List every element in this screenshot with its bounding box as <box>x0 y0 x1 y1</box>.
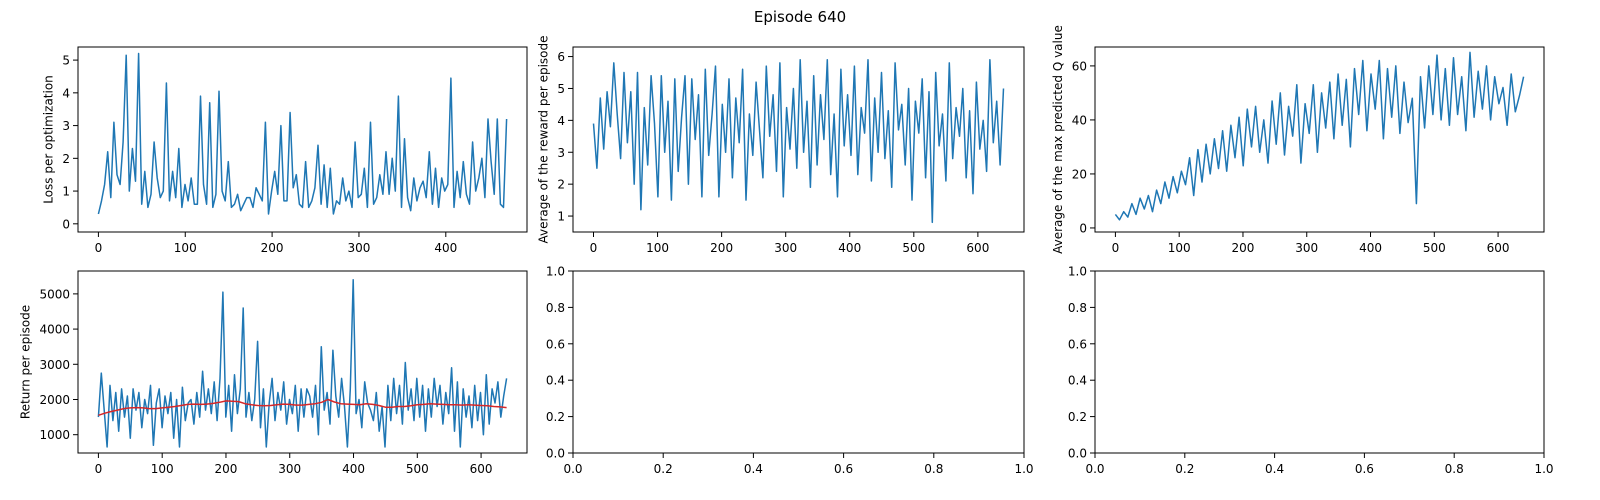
max-q-xtick-label: 200 <box>1232 241 1255 255</box>
subplot-avg-reward: 0 100 200 300 400 500 600 1 2 3 4 5 6 Average of the … <box>536 35 1025 255</box>
return-ytick-label: 2000 <box>39 393 70 407</box>
empty-2-ytick-label: 0.4 <box>1068 374 1087 388</box>
loss-xtick-label: 400 <box>434 241 457 255</box>
return-ytick-label: 5000 <box>39 287 70 301</box>
max-q-ytick-label: 0 <box>1079 221 1087 235</box>
empty-2-ytick-label: 0.0 <box>1068 447 1087 461</box>
empty-2-xtick-label: 1.0 <box>1534 462 1553 476</box>
empty-1-xtick-label: 0.0 <box>563 462 582 476</box>
return-ytick-label: 4000 <box>39 323 70 337</box>
subplot-max-q: 0 100 200 300 400 500 600 0 20 40 60 Average of the… <box>1051 25 1545 255</box>
subplot-loss: 0 100 200 300 400 0 1 2 3 4 5 Loss per optimization <box>41 46 528 255</box>
max-q-xtick-label: 400 <box>1359 241 1382 255</box>
loss-xtick-label: 200 <box>261 241 284 255</box>
avg-reward-xtick-label: 500 <box>902 241 925 255</box>
avg-reward-series-line-0 <box>592 59 1005 224</box>
loss-xtick-label: 100 <box>174 241 197 255</box>
loss-ytick-label: 2 <box>62 152 70 166</box>
empty-1-ytick-label: 0.2 <box>546 410 565 424</box>
return-xtick-label: 400 <box>342 462 365 476</box>
max-q-xtick-label: 0 <box>1112 241 1120 255</box>
return-axes-frame <box>77 270 528 454</box>
empty-2-ytick-label: 0.8 <box>1068 301 1087 315</box>
avg-reward-xtick-label: 100 <box>646 241 669 255</box>
avg-reward-xtick-label: 400 <box>838 241 861 255</box>
empty-1-axes-frame <box>572 270 1025 454</box>
avg-reward-xtick-label: 0 <box>590 241 598 255</box>
avg-reward-ytick-label: 6 <box>557 50 565 64</box>
return-xtick-label: 500 <box>406 462 429 476</box>
loss-ytick-label: 5 <box>62 54 70 68</box>
empty-1-ytick-label: 1.0 <box>546 265 565 279</box>
return-xtick-label: 200 <box>215 462 238 476</box>
empty-1-ytick-label: 0.8 <box>546 301 565 315</box>
max-q-xtick-label: 100 <box>1168 241 1191 255</box>
empty-2-axes-frame <box>1094 270 1545 454</box>
empty-2-xtick-label: 0.6 <box>1355 462 1374 476</box>
empty-2-xtick-label: 0.4 <box>1265 462 1284 476</box>
return-ytick-label: 1000 <box>39 428 70 442</box>
avg-reward-xtick-label: 300 <box>774 241 797 255</box>
max-q-axes-frame <box>1094 46 1545 233</box>
empty-1-xtick-label: 0.6 <box>834 462 853 476</box>
empty-1-ytick-label: 0.6 <box>546 337 565 351</box>
empty-2-xtick-label: 0.2 <box>1175 462 1194 476</box>
loss-xtick-label: 300 <box>347 241 370 255</box>
max-q-ytick-label: 60 <box>1072 59 1087 73</box>
subplot-empty-2: 0.0 0.2 0.4 0.6 0.8 1.0 0.0 0.2 0.4 0.6 0.8 1.0 <box>1068 265 1554 477</box>
max-q-ytick-label: 40 <box>1072 113 1087 127</box>
return-series-line-0 <box>97 279 508 448</box>
loss-ytick-label: 1 <box>62 185 70 199</box>
avg-reward-ytick-label: 4 <box>557 114 565 128</box>
empty-2-xtick-label: 0.8 <box>1445 462 1464 476</box>
max-q-series-line-0 <box>1114 51 1525 221</box>
max-q-xtick-label: 500 <box>1423 241 1446 255</box>
avg-reward-axes-frame <box>572 46 1025 233</box>
subplot-empty-1: 0.0 0.2 0.4 0.6 0.8 1.0 0.0 0.2 0.4 0.6 0.8 1.0 <box>546 265 1034 477</box>
subplot-return: 0 100 200 300 400 500 600 1000 2000 3000 4000 5000 R… <box>19 270 528 476</box>
loss-xtick-label: 0 <box>95 241 103 255</box>
max-q-ylabel: Average of the max predicted Q value <box>1051 25 1065 254</box>
return-xtick-label: 600 <box>470 462 493 476</box>
return-ytick-label: 3000 <box>39 358 70 372</box>
empty-1-ytick-label: 0.4 <box>546 374 565 388</box>
avg-reward-xtick-label: 200 <box>710 241 733 255</box>
avg-reward-ytick-label: 1 <box>557 210 565 224</box>
empty-2-xtick-label: 0.0 <box>1085 462 1104 476</box>
max-q-xtick-label: 600 <box>1487 241 1510 255</box>
avg-reward-ytick-label: 2 <box>557 178 565 192</box>
figure-title: Episode 640 <box>753 8 847 26</box>
return-xtick-label: 300 <box>278 462 301 476</box>
empty-2-ytick-label: 0.2 <box>1068 410 1087 424</box>
empty-1-ytick-label: 0.0 <box>546 447 565 461</box>
empty-1-xtick-label: 1.0 <box>1014 462 1033 476</box>
avg-reward-ytick-label: 5 <box>557 82 565 96</box>
return-series-line-1 <box>98 398 507 417</box>
return-xtick-label: 100 <box>151 462 174 476</box>
return-xtick-label: 0 <box>95 462 103 476</box>
avg-reward-ylabel: Average of the reward per episode <box>536 35 550 243</box>
empty-2-ytick-label: 1.0 <box>1068 265 1087 279</box>
loss-ylabel: Loss per optimization <box>41 75 55 204</box>
loss-series-line-0 <box>97 52 508 215</box>
loss-ytick-label: 3 <box>62 119 70 133</box>
empty-1-xtick-label: 0.4 <box>744 462 763 476</box>
loss-ytick-label: 0 <box>62 217 70 231</box>
empty-2-ytick-label: 0.6 <box>1068 337 1087 351</box>
loss-axes-frame <box>77 46 528 233</box>
max-q-xtick-label: 300 <box>1295 241 1318 255</box>
empty-1-xtick-label: 0.8 <box>924 462 943 476</box>
return-ylabel: Return per episode <box>19 305 33 419</box>
empty-1-xtick-label: 0.2 <box>654 462 673 476</box>
avg-reward-ytick-label: 3 <box>557 146 565 160</box>
loss-ytick-label: 4 <box>62 86 70 100</box>
avg-reward-xtick-label: 600 <box>966 241 989 255</box>
max-q-ytick-label: 20 <box>1072 167 1087 181</box>
